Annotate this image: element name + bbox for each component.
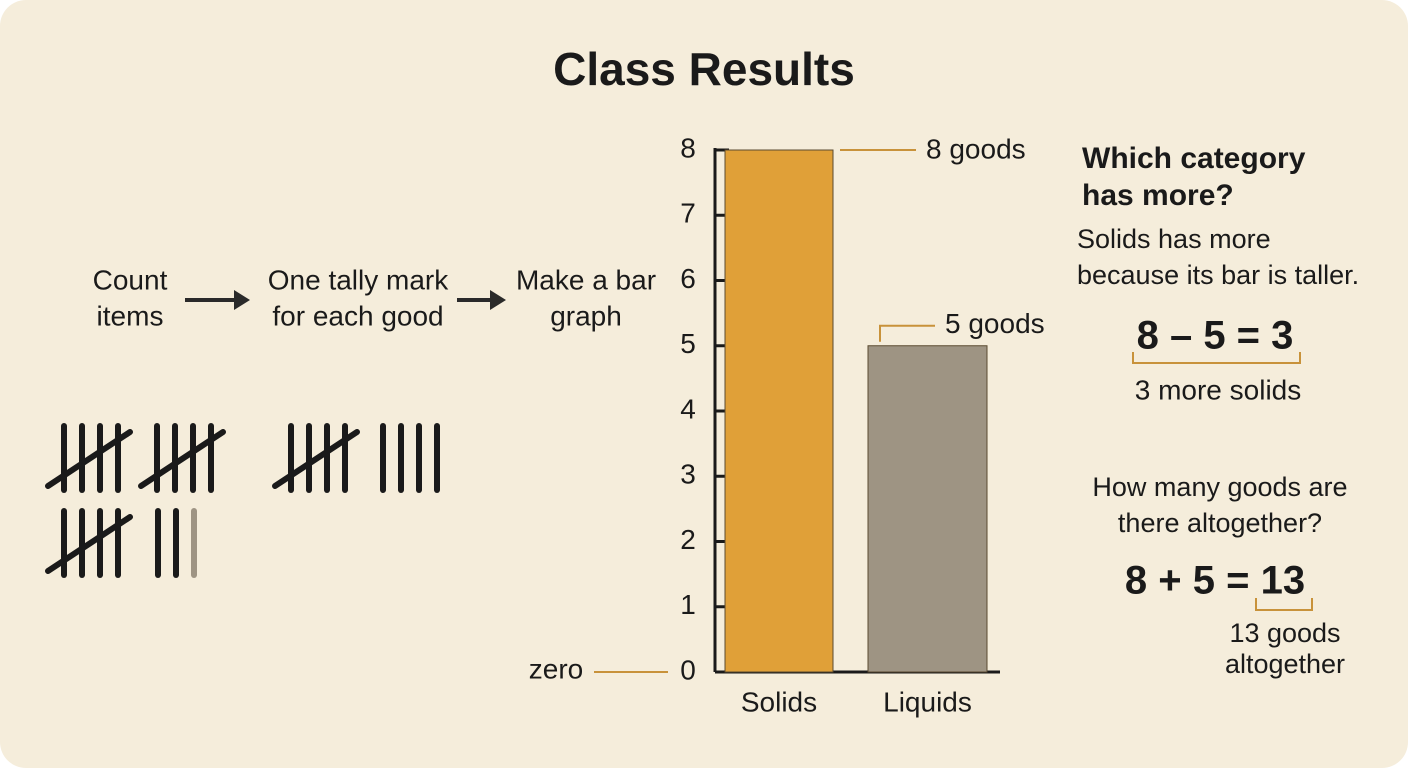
x-tick-label: Liquids — [883, 686, 972, 717]
y-tick-label: 4 — [680, 393, 696, 424]
question-text: How many goods are — [1092, 472, 1347, 502]
step-label: Count — [93, 264, 168, 295]
bracket — [1132, 352, 1301, 364]
step-label: for each good — [272, 300, 443, 331]
tally-slash — [45, 429, 133, 489]
y-tick-label: 3 — [680, 459, 696, 490]
value-label: 8 goods — [926, 133, 1026, 164]
x-tick-label: Solids — [741, 686, 817, 717]
arrow-head — [490, 290, 506, 310]
value-leader — [879, 324, 935, 342]
y-tick-label: 8 — [680, 132, 696, 163]
y-tick-label: 5 — [680, 328, 696, 359]
result-text: 3 more solids — [1135, 374, 1302, 405]
arrow-head — [234, 290, 250, 310]
tally-slash — [45, 514, 133, 574]
zero-note: zero — [529, 653, 583, 684]
equation: 8 + 5 = 13 — [1125, 559, 1305, 603]
answer-text: Solids has more — [1077, 224, 1271, 254]
bracket — [1255, 598, 1313, 611]
question-heading: has more? — [1082, 179, 1234, 212]
step-label: One tally mark — [268, 264, 449, 295]
chart-title: Class Results — [553, 43, 855, 95]
bar — [724, 149, 834, 673]
question-heading: Which category — [1082, 142, 1306, 175]
result-text: 13 goods — [1229, 618, 1340, 648]
step-label: Make a bar — [516, 264, 656, 295]
value-label: 5 goods — [945, 308, 1045, 339]
y-tick-label: 0 — [680, 654, 696, 685]
tally-slash — [138, 429, 226, 489]
step-label: items — [97, 300, 164, 331]
y-tick-label: 1 — [680, 589, 696, 620]
y-tick-label: 2 — [680, 524, 696, 555]
y-tick-label: 6 — [680, 263, 696, 294]
tally-slash — [272, 429, 360, 489]
step-label: graph — [550, 300, 622, 331]
bar — [867, 345, 988, 673]
question-text: there altogether? — [1118, 508, 1322, 538]
equation: 8 – 5 = 3 — [1137, 314, 1294, 358]
y-tick-label: 7 — [680, 198, 696, 229]
result-text: altogether — [1225, 649, 1345, 679]
answer-text: because its bar is taller. — [1077, 260, 1359, 290]
